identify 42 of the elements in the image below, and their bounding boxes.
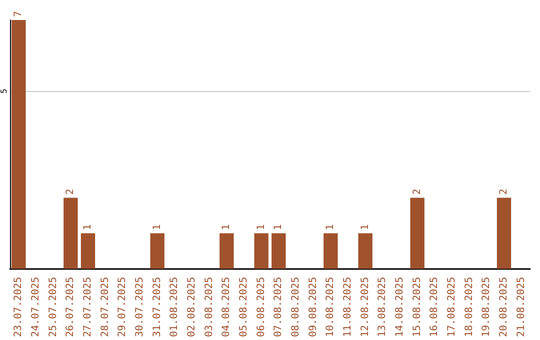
data-label: 1 (273, 224, 284, 230)
data-label: 1 (82, 224, 94, 230)
x-tick-label: 01.08.2025 (169, 276, 180, 338)
x-tick-label: 16.08.2025 (429, 276, 440, 338)
x-tick-label: 06.08.2025 (256, 276, 267, 338)
x-tick-label: 03.08.2025 (204, 276, 215, 338)
x-tick-label: 28.07.2025 (100, 276, 111, 338)
x-tick-label: 14.08.2025 (394, 276, 406, 338)
x-tick-label: 26.07.2025 (65, 276, 76, 338)
data-label: 1 (325, 224, 336, 230)
data-label: 1 (360, 224, 371, 230)
data-label: 7 (13, 10, 24, 17)
x-tick-label: 08.08.2025 (290, 276, 302, 338)
x-tick-label: 09.08.2025 (308, 276, 319, 338)
data-label: 2 (498, 188, 510, 195)
x-tick-label: 30.07.2025 (134, 276, 146, 338)
x-tick-label: 15.08.2025 (412, 276, 423, 338)
data-label: 1 (256, 224, 267, 230)
x-tick-label: 07.08.2025 (273, 276, 284, 338)
x-tick-label: 18.08.2025 (464, 276, 475, 338)
x-tick-label: 31.07.2025 (152, 276, 163, 338)
x-tick-label: 23.07.2025 (13, 276, 24, 338)
x-tick-label: 27.07.2025 (82, 276, 94, 338)
x-tick-label: 21.08.2025 (516, 276, 527, 338)
x-tick-label: 29.07.2025 (117, 276, 128, 338)
x-tick-label: 12.08.2025 (360, 276, 371, 338)
x-tick-label: 05.08.2025 (238, 276, 250, 338)
x-tick-label: 20.08.2025 (498, 276, 510, 338)
x-tick-label: 19.08.2025 (481, 276, 492, 338)
x-tick-label: 02.08.2025 (186, 276, 198, 338)
x-tick-label: 17.08.2025 (446, 276, 458, 338)
data-label: 2 (412, 188, 423, 195)
data-label: 2 (65, 188, 76, 195)
x-tick-label: 24.07.2025 (30, 276, 42, 338)
x-tick-label: 25.07.2025 (48, 276, 59, 338)
data-label: 1 (221, 224, 232, 230)
x-tick-label: 13.08.2025 (377, 276, 388, 338)
x-tick-label: 11.08.2025 (342, 276, 354, 338)
y-tick-label: 5 (0, 88, 8, 94)
x-tick-label: 04.08.2025 (221, 276, 232, 338)
data-label: 1 (152, 224, 163, 230)
x-tick-label: 10.08.2025 (325, 276, 336, 338)
